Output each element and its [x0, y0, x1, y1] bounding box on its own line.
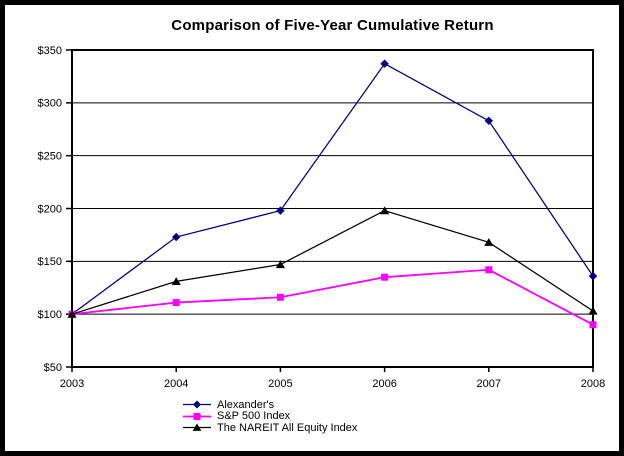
y-axis-tick-label: $100 — [38, 309, 62, 321]
square-data-point-marker — [589, 321, 597, 329]
series-line — [71, 62, 594, 315]
x-axis-tick-label: 2004 — [164, 378, 188, 390]
x-axis-tick-label: 2006 — [372, 378, 396, 390]
diamond-data-point-marker — [484, 116, 493, 125]
chart-frame: Comparison of Five-Year Cumulative Retur… — [5, 5, 619, 451]
square-data-point-marker — [485, 266, 493, 274]
series-line — [71, 268, 594, 326]
legend-item-nareit: The NAREIT All Equity Index — [183, 422, 357, 434]
y-axis-tick-label: $50 — [44, 362, 62, 374]
triangle-data-point-marker — [275, 260, 285, 269]
diamond-data-point-marker — [276, 206, 285, 215]
triangle-data-point-marker — [171, 277, 181, 286]
legend-item-sp500: S&P 500 Index — [183, 410, 357, 423]
diamond-data-point-marker — [588, 271, 598, 281]
y-axis-tick-label: $200 — [38, 203, 62, 215]
y-axis-tick-label: $300 — [38, 98, 62, 110]
diamond-data-point-marker — [172, 232, 181, 242]
chart-title: Comparison of Five-Year Cumulative Retur… — [171, 17, 494, 34]
triangle-data-point-marker — [484, 238, 494, 246]
y-axis-tick-label: $350 — [38, 45, 62, 57]
x-axis-tick-label: 2007 — [477, 378, 501, 390]
triangle-data-point-marker — [67, 309, 77, 318]
x-axis-tick-label: 2008 — [581, 378, 605, 390]
y-axis-tick-label: $150 — [38, 256, 62, 268]
diamond-data-point-marker — [380, 59, 389, 68]
triangle-data-point-marker — [588, 306, 598, 315]
diamond-marker-icon — [183, 400, 211, 409]
square-data-point-marker — [381, 273, 389, 281]
triangle-marker-icon — [183, 423, 211, 432]
series-line — [71, 209, 594, 315]
x-axis-tick-label: 2003 — [60, 378, 84, 390]
chart-legend: Alexander's S&P 500 Index The NAREIT All… — [183, 399, 357, 434]
square-marker-icon — [183, 412, 211, 420]
line-chart-plot: $350 $300 $250 $200 $150 $100 $50 2003 2004 2005 2… — [38, 45, 606, 390]
triangle-data-point-marker — [380, 206, 390, 215]
legend-item-alexanders: Alexander's — [183, 399, 357, 411]
y-axis-tick-label: $250 — [38, 151, 62, 163]
square-data-point-marker — [276, 293, 284, 301]
legend-label: The NAREIT All Equity Index — [217, 421, 358, 434]
legend-label: S&P 500 Index — [217, 410, 291, 423]
square-data-point-marker — [172, 299, 180, 307]
x-axis-tick-label: 2005 — [268, 378, 292, 390]
legend-label: Alexander's — [217, 398, 275, 411]
